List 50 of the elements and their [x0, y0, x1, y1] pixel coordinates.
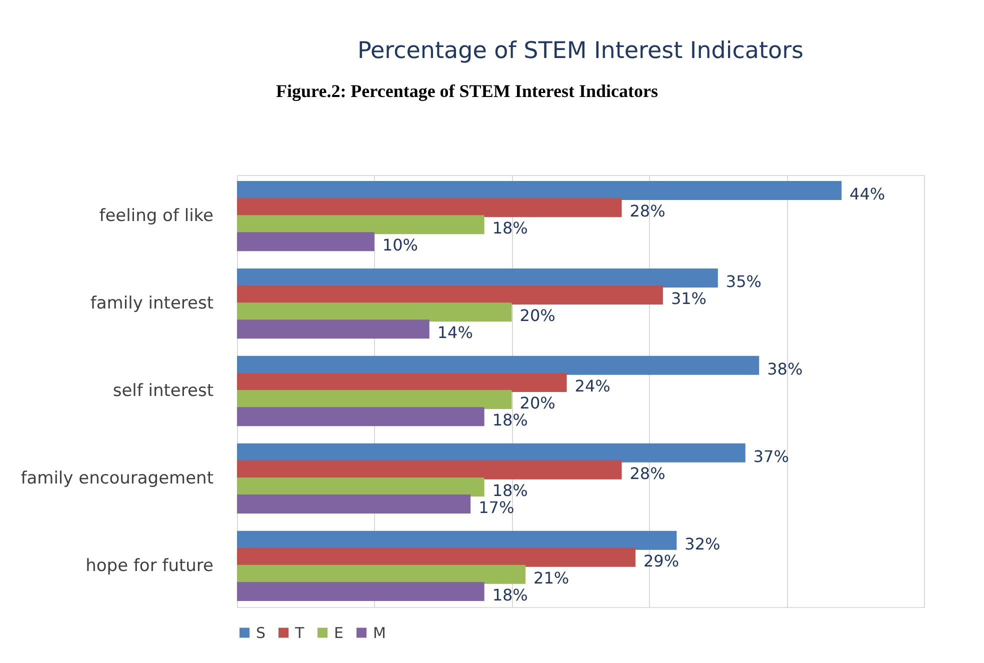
data-label: 28%: [630, 464, 666, 483]
data-label: 20%: [520, 306, 556, 326]
bar: [237, 302, 512, 322]
bar: [237, 215, 484, 234]
bar: [237, 407, 484, 426]
chart-title: Percentage of STEM Interest Indicators: [357, 38, 804, 64]
data-label: 37%: [753, 446, 789, 466]
data-label: 31%: [670, 289, 707, 308]
data-label: 24%: [574, 376, 610, 396]
data-label: 20%: [520, 394, 556, 413]
data-label: 18%: [492, 585, 528, 604]
y-tick-label: self interest: [112, 381, 214, 401]
y-tick-label: family interest: [90, 294, 214, 314]
y-tick-label: hope for future: [86, 556, 214, 576]
bar: [237, 564, 526, 584]
bar: [237, 443, 746, 462]
text: Figure.2: Percentage of STEM Interest Indicators: [276, 81, 658, 101]
data-label: 18%: [492, 480, 528, 500]
bar: [237, 356, 760, 375]
data-label: 35%: [726, 272, 762, 291]
data-label: 18%: [492, 410, 528, 430]
bar: [237, 286, 663, 305]
data-label: 28%: [630, 202, 666, 221]
data-label: 17%: [478, 498, 514, 518]
data-label: 38%: [767, 359, 803, 378]
data-label: 21%: [534, 568, 570, 588]
bar: [237, 390, 512, 410]
bar: [237, 494, 471, 514]
bar: [237, 232, 374, 252]
bar: [237, 460, 622, 480]
y-tick-label: family encouragement: [20, 468, 214, 488]
bar: [237, 268, 718, 288]
legend-label: M: [373, 624, 386, 642]
data-label: 18%: [492, 218, 528, 238]
bar: [237, 530, 677, 550]
legend-label: E: [334, 624, 344, 642]
legend-label: S: [256, 624, 266, 642]
legend-label: T: [294, 624, 305, 642]
data-label: 29%: [643, 551, 680, 570]
data-label: 14%: [437, 323, 473, 342]
bar: [237, 582, 484, 601]
data-label: 32%: [684, 534, 720, 554]
bar: [237, 548, 636, 567]
bar: [237, 372, 567, 392]
y-tick-label: feeling of like: [99, 206, 214, 226]
bar: [237, 181, 842, 200]
data-label: 10%: [382, 236, 418, 255]
data-label: 44%: [850, 184, 886, 204]
bar: [237, 198, 622, 218]
bar: [237, 320, 430, 339]
